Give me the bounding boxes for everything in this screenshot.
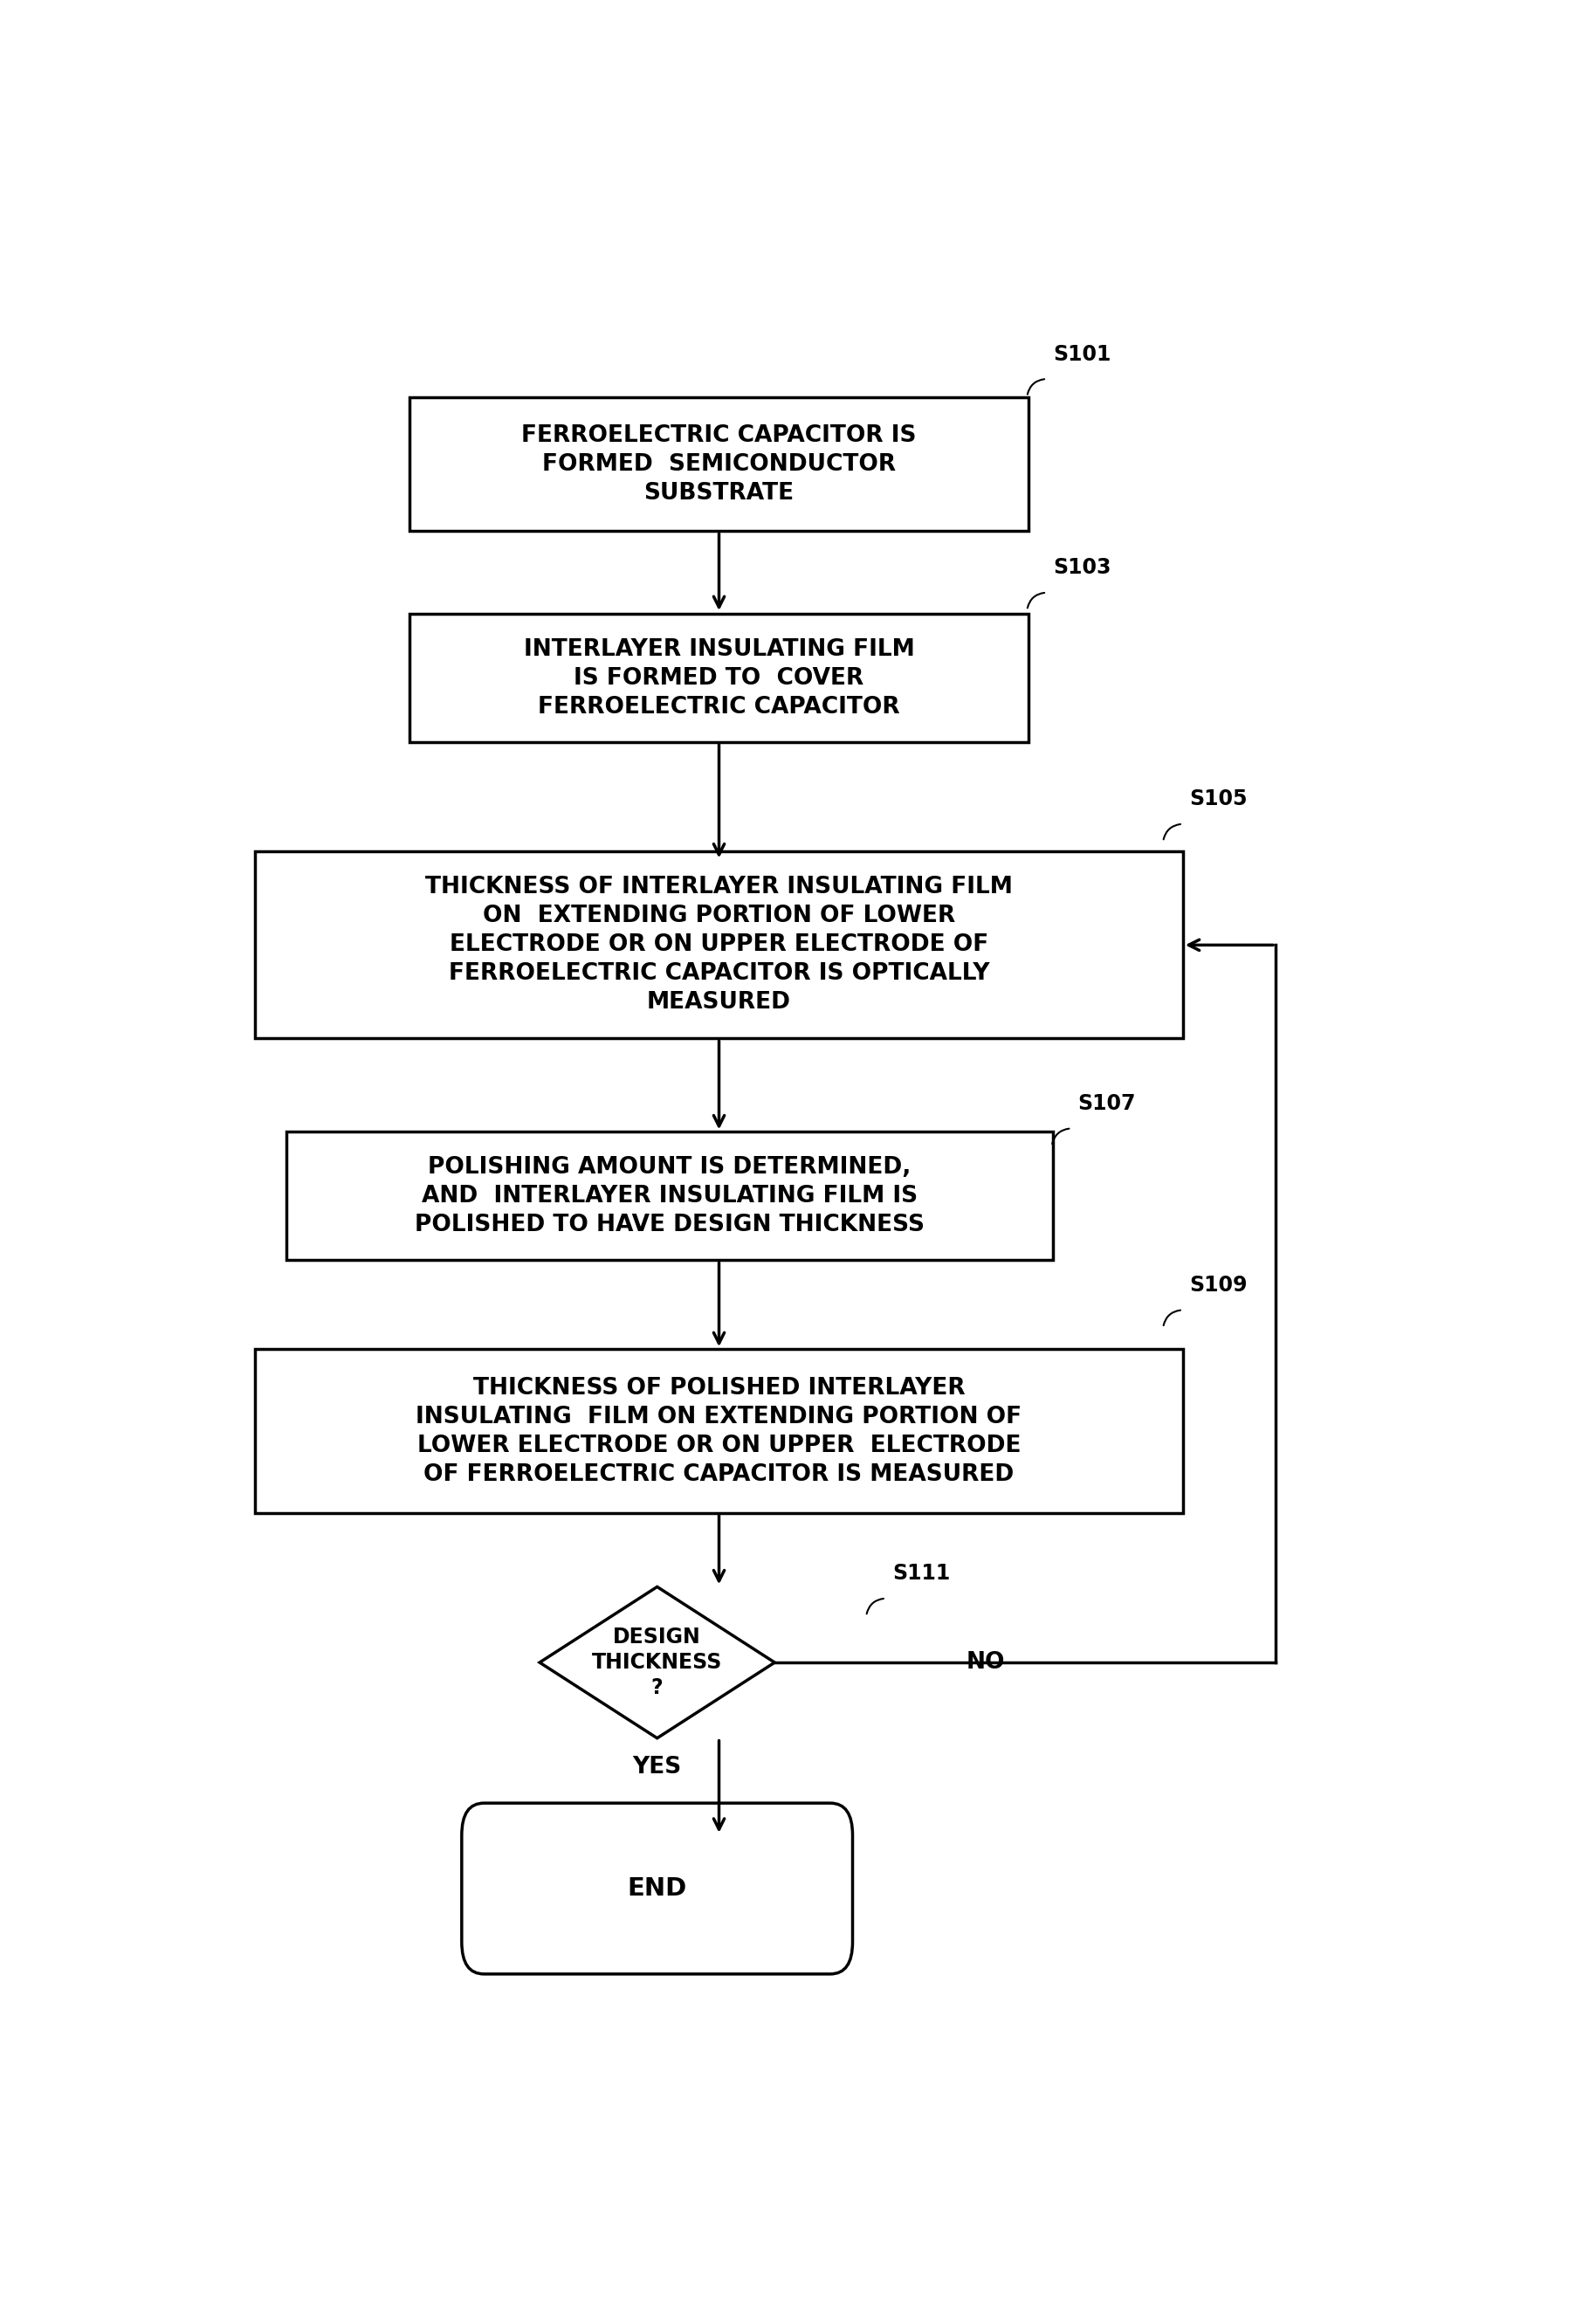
Text: S111: S111 <box>892 1563 950 1584</box>
Text: INTERLAYER INSULATING FILM
IS FORMED TO  COVER
FERROELECTRIC CAPACITOR: INTERLAYER INSULATING FILM IS FORMED TO … <box>523 638 915 719</box>
FancyBboxPatch shape <box>410 398 1028 532</box>
Text: THICKNESS OF INTERLAYER INSULATING FILM
ON  EXTENDING PORTION OF LOWER
ELECTRODE: THICKNESS OF INTERLAYER INSULATING FILM … <box>425 876 1013 1015</box>
Text: S109: S109 <box>1189 1274 1246 1295</box>
Text: THICKNESS OF POLISHED INTERLAYER
INSULATING  FILM ON EXTENDING PORTION OF
LOWER : THICKNESS OF POLISHED INTERLAYER INSULAT… <box>417 1376 1021 1487</box>
Text: FERROELECTRIC CAPACITOR IS
FORMED  SEMICONDUCTOR
SUBSTRATE: FERROELECTRIC CAPACITOR IS FORMED SEMICO… <box>522 423 916 504</box>
Text: END: END <box>627 1877 686 1900</box>
FancyBboxPatch shape <box>255 851 1183 1038</box>
Polygon shape <box>539 1586 774 1739</box>
Text: YES: YES <box>632 1757 681 1778</box>
FancyBboxPatch shape <box>255 1350 1183 1512</box>
FancyBboxPatch shape <box>410 615 1028 742</box>
Text: S107: S107 <box>1077 1094 1136 1114</box>
Text: S105: S105 <box>1189 788 1246 809</box>
Text: S103: S103 <box>1053 557 1111 578</box>
Text: DESIGN
THICKNESS
?: DESIGN THICKNESS ? <box>592 1628 723 1697</box>
Text: S101: S101 <box>1053 344 1111 365</box>
Text: NO: NO <box>967 1651 1005 1674</box>
Text: POLISHING AMOUNT IS DETERMINED,
AND  INTERLAYER INSULATING FILM IS
POLISHED TO H: POLISHING AMOUNT IS DETERMINED, AND INTE… <box>415 1156 924 1237</box>
FancyBboxPatch shape <box>461 1803 852 1974</box>
FancyBboxPatch shape <box>286 1133 1053 1260</box>
